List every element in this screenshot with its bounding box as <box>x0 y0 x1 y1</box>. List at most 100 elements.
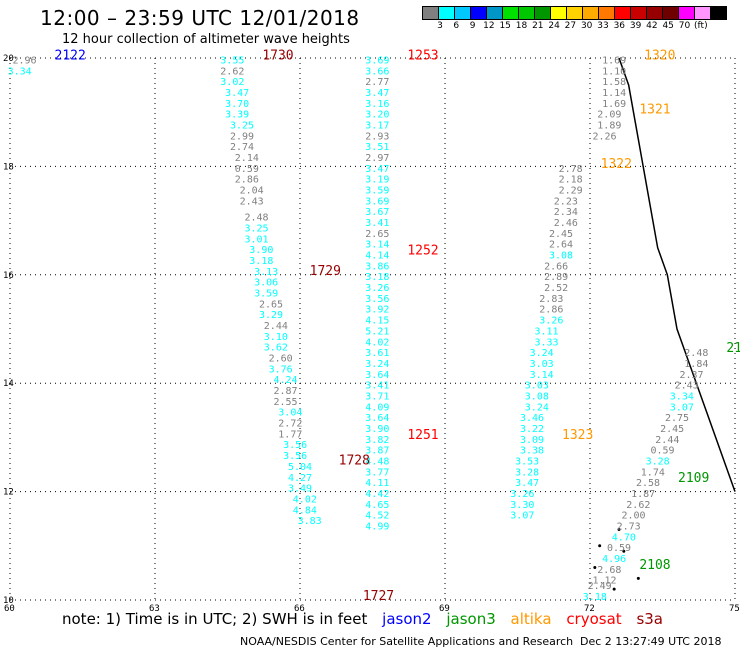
wave-height-value: 4.15 <box>365 316 389 327</box>
wave-height-value: 4.96 <box>602 554 626 565</box>
wave-height-value: 3.20 <box>365 110 389 121</box>
lat-tick-label: 16 <box>3 271 14 281</box>
wave-height-value: 3.64 <box>365 370 389 381</box>
wave-height-value: 2.89 <box>544 272 568 283</box>
wave-height-value: 4.70 <box>612 532 636 543</box>
wave-height-value: 3.70 <box>225 99 249 110</box>
wave-height-value: 3.25 <box>244 223 268 234</box>
wave-height-value: 1.10 <box>602 66 626 77</box>
pass-time-label: 1253 <box>407 48 438 63</box>
wave-height-value: 3.38 <box>520 446 544 457</box>
legend-sat-cryosat: cryosat <box>561 610 622 628</box>
wave-height-value: 2.73 <box>617 522 641 533</box>
wave-height-value: 2.58 <box>636 478 660 489</box>
wave-height-value: 3.02 <box>220 77 244 88</box>
wave-height-value: 3.26 <box>510 489 534 500</box>
color-scale-tick: 30 <box>580 21 593 31</box>
page-title: 12:00 – 23:59 UTC 12/01/2018 <box>40 6 360 30</box>
wave-height-value: 2.74 <box>230 142 254 153</box>
color-scale-tick: 12 <box>483 21 495 31</box>
wave-height-value: 3.46 <box>520 413 544 424</box>
pass-time-label: 1320 <box>644 48 675 63</box>
island-marker <box>593 565 597 569</box>
color-scale-tick: 18 <box>515 21 528 31</box>
color-scale-tick: 45 <box>662 21 674 31</box>
wave-height-value: 3.90 <box>365 424 389 435</box>
wave-height-value: 3.51 <box>365 142 389 153</box>
wave-height-value: 4.48 <box>365 457 389 468</box>
wave-height-value: 4.11 <box>365 478 389 489</box>
pass-time-label: 1730 <box>262 48 293 63</box>
wave-height-value: 3.14 <box>365 240 389 251</box>
color-scale-legend <box>422 6 727 20</box>
lat-tick-label: 18 <box>3 162 14 172</box>
wave-height-value: 4.99 <box>365 522 389 533</box>
wave-height-value: 2.04 <box>240 186 264 197</box>
wave-height-value: 3.26 <box>539 316 563 327</box>
color-swatch <box>710 6 727 20</box>
wave-height-value: 3.24 <box>525 402 549 413</box>
wave-height-value: 1.74 <box>641 467 665 478</box>
track-j3-2108: 2.681.122.493.18 2108 <box>583 558 671 603</box>
color-scale-tick: 24 <box>548 21 560 31</box>
wave-height-value: 3.34 <box>8 66 32 77</box>
wave-height-value: 1.69 <box>602 55 626 66</box>
track-alt-1321: 2.091.892.26 1321 <box>592 103 670 143</box>
wave-height-value: 3.25 <box>230 120 254 131</box>
wave-height-value: 2.44 <box>264 321 288 332</box>
wave-height-value: 3.01 <box>244 234 268 245</box>
track-alt-1323: 3.093.383.533.283.473.263.303.07 1323 <box>510 428 593 522</box>
wave-height-value: 2.52 <box>544 283 568 294</box>
wave-height-value: 3.55 <box>220 55 244 66</box>
wave-height-value: 4.65 <box>365 500 389 511</box>
wave-height-value: 3.30 <box>510 500 534 511</box>
wave-height-value: 3.10 <box>264 332 288 343</box>
wave-height-value: 3.33 <box>534 337 558 348</box>
lon-tick-label: 66 <box>294 604 305 614</box>
coastline <box>593 57 736 591</box>
wave-height-value: 5.21 <box>365 326 389 337</box>
legend-sat-jason2: jason2 <box>382 610 432 628</box>
wave-height-value: 3.47 <box>515 478 539 489</box>
footer-credit: NOAA/NESDIS Center for Satellite Applica… <box>240 635 574 648</box>
pass-time-label: 1323 <box>562 428 593 443</box>
wave-height-value: 2.68 <box>597 565 621 576</box>
wave-height-value: 4.27 <box>288 473 312 484</box>
wave-height-value: 2.86 <box>539 305 563 316</box>
wave-height-value: 3.29 <box>259 310 283 321</box>
axis-tick-labels: 60 63 66 69 72 75 10 12 14 16 18 20 <box>3 54 740 614</box>
wave-height-value: 2.60 <box>269 354 293 365</box>
wave-height-value: 3.76 <box>269 364 293 375</box>
pass-time-label: 1322 <box>601 157 632 172</box>
wave-height-value: 2.44 <box>655 435 679 446</box>
wave-height-value: 0.59 <box>235 164 259 175</box>
wave-height-value: 3.09 <box>520 435 544 446</box>
track-cryo-1252: 4.143.863.183.263.563.924.155.214.023.61… <box>365 244 438 435</box>
wave-height-value: 3.49 <box>288 484 312 495</box>
wave-height-value: 2.43 <box>675 381 699 392</box>
wave-height-value: 1.12 <box>592 576 616 587</box>
wave-height-value: 3.67 <box>365 207 389 218</box>
wave-height-value: 2.55 <box>273 397 297 408</box>
wave-height-value: 2.49 <box>588 581 612 592</box>
wave-height-value: 3.07 <box>510 511 534 522</box>
lon-tick-label: 72 <box>584 604 595 614</box>
wave-height-value: 2.65 <box>365 229 389 240</box>
wave-height-value: 3.82 <box>365 435 389 446</box>
wave-height-value: 1.69 <box>602 99 626 110</box>
wave-height-value: 1.58 <box>602 77 626 88</box>
color-scale-tick: 3 <box>437 21 443 31</box>
wave-height-value: 3.06 <box>254 278 278 289</box>
color-scale-tick: 39 <box>629 21 642 31</box>
wave-height-value: 3.61 <box>365 348 389 359</box>
wave-height-value: 2.62 <box>220 66 244 77</box>
wave-height-value: 3.18 <box>365 272 389 283</box>
wave-height-value: 2.64 <box>549 240 573 251</box>
wave-height-value: 3.56 <box>283 451 307 462</box>
wave-height-value: 2.75 <box>665 413 689 424</box>
legend-sat-altika: altika <box>505 610 552 628</box>
wave-height-value: 3.69 <box>365 55 389 66</box>
island-marker <box>622 549 626 553</box>
